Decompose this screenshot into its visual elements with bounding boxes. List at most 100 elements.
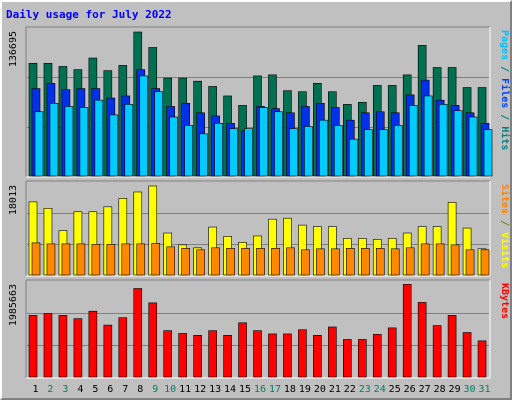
day-label: 17: [269, 384, 281, 395]
bar-kbytes: [432, 325, 442, 378]
bar-sites: [106, 244, 116, 276]
day-label: 28: [434, 384, 446, 395]
bar-sites: [136, 243, 146, 276]
day-label: 7: [122, 384, 128, 395]
panel-scale-label: 18013: [8, 185, 19, 215]
bar-kbytes: [103, 324, 113, 378]
bar-sites: [286, 247, 295, 276]
bar-kbytes: [462, 332, 472, 378]
bar-sites: [196, 249, 205, 276]
bar-sites: [61, 243, 71, 276]
day-label: 20: [314, 384, 326, 395]
day-label: 23: [359, 384, 371, 395]
bar-sites: [121, 243, 131, 276]
day-label: 31: [478, 384, 490, 395]
bar-kbytes: [178, 333, 187, 378]
day-label: 16: [254, 384, 266, 395]
bar-pages: [274, 111, 283, 177]
bar-pages: [304, 126, 313, 177]
day-label: 14: [224, 384, 236, 395]
bar-kbytes: [193, 335, 202, 378]
bar-kbytes: [118, 317, 128, 378]
day-label: 4: [77, 384, 83, 395]
bar-kbytes: [43, 313, 53, 378]
bar-pages: [319, 119, 328, 177]
day-label: 6: [107, 384, 113, 395]
bar-pages: [34, 111, 44, 177]
day-label: 24: [374, 384, 386, 395]
day-label: 10: [164, 384, 176, 395]
bar-sites: [211, 247, 220, 276]
chart-title: Daily usage for July 2022: [6, 8, 172, 21]
day-label: 30: [464, 384, 476, 395]
bar-kbytes: [417, 302, 427, 378]
panel-scale-label: 1985663: [8, 284, 19, 326]
bar-pages: [438, 104, 448, 177]
bar-kbytes: [402, 284, 412, 378]
bar-pages: [124, 104, 134, 177]
legend-entry: /: [499, 60, 510, 78]
bar-sites: [465, 249, 475, 276]
bar-kbytes: [148, 302, 158, 378]
bar-sites: [271, 248, 280, 276]
day-label: 19: [299, 384, 311, 395]
legend-entry: /: [499, 214, 510, 232]
bar-pages: [169, 116, 179, 177]
panel-legend: Sites / Visits: [499, 184, 511, 268]
bar-kbytes: [313, 335, 322, 378]
day-label: 1: [32, 384, 38, 395]
bar-pages: [393, 125, 403, 177]
bar-kbytes: [298, 329, 307, 378]
day-label: 2: [47, 384, 53, 395]
day-label: 3: [62, 384, 68, 395]
bar-sites: [375, 248, 385, 276]
bar-sites: [450, 244, 460, 276]
bar-kbytes: [28, 315, 38, 378]
bar-pages: [289, 128, 298, 177]
bar-kbytes: [447, 315, 457, 378]
bar-kbytes: [133, 288, 143, 378]
legend-entry: Visits: [499, 232, 511, 268]
bar-pages: [423, 95, 433, 177]
bar-pages: [244, 128, 253, 177]
bar-kbytes: [238, 322, 247, 378]
bar-pages: [64, 106, 74, 177]
bar-sites: [226, 248, 235, 276]
bar-sites: [480, 249, 490, 276]
bar-pages: [184, 125, 193, 177]
day-label: 15: [239, 384, 251, 395]
bar-sites: [31, 242, 41, 276]
bar-pages: [408, 105, 418, 177]
bar-kbytes: [163, 330, 173, 378]
bar-pages: [154, 91, 164, 177]
legend-entry: KBytes: [499, 283, 510, 319]
bar-pages: [363, 129, 373, 177]
panel-legend: KBytes: [499, 283, 510, 319]
bar-kbytes: [372, 334, 382, 378]
day-label: 18: [284, 384, 296, 395]
bar-sites: [181, 248, 190, 276]
bar-pages: [229, 128, 238, 177]
bar-sites: [256, 248, 265, 276]
bar-kbytes: [253, 330, 262, 378]
day-label: 26: [404, 384, 416, 395]
panel-legend: Pages / Files / Hits: [499, 30, 511, 150]
bar-pages: [453, 110, 463, 177]
bar-sites: [316, 248, 325, 276]
bar-pages: [79, 107, 89, 177]
bar-kbytes: [208, 330, 217, 378]
bar-pages: [349, 138, 358, 177]
bar-pages: [49, 103, 59, 177]
bar-sites: [301, 249, 310, 276]
bar-sites: [331, 248, 340, 276]
panel-scale-label: 136695: [8, 31, 19, 67]
bar-kbytes: [58, 315, 68, 378]
day-label: 9: [152, 384, 158, 395]
bar-kbytes: [223, 335, 232, 378]
legend-entry: /: [499, 108, 510, 126]
bar-kbytes: [88, 310, 98, 378]
bar-kbytes: [283, 333, 292, 378]
bar-pages: [139, 75, 149, 177]
day-label: 29: [449, 384, 461, 395]
